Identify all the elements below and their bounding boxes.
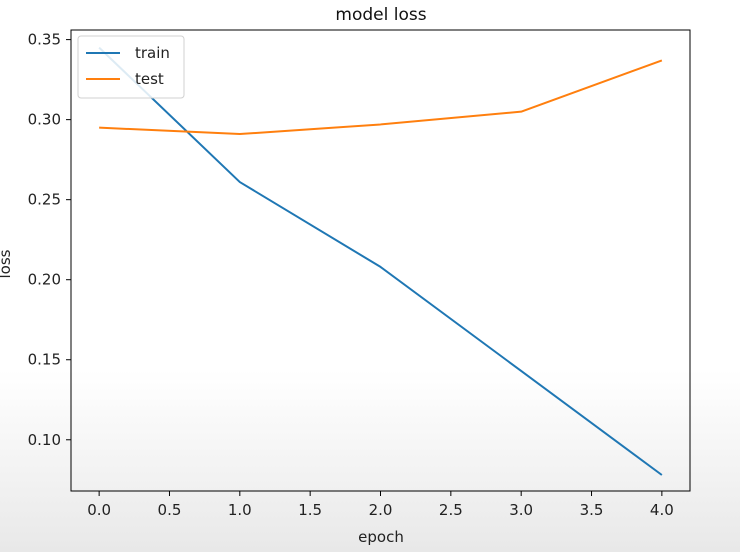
chart-title: model loss xyxy=(335,5,426,25)
x-tick-label: 3.5 xyxy=(580,501,604,519)
series-line-train xyxy=(98,46,663,476)
x-tick-label: 0.0 xyxy=(87,501,111,519)
x-tick-label: 1.0 xyxy=(228,501,252,519)
x-tick-label: 4.0 xyxy=(650,501,674,519)
x-axis-label: epoch xyxy=(358,528,404,546)
series-line-test xyxy=(99,59,663,136)
y-tick-label: 0.25 xyxy=(28,191,61,209)
y-tick-label: 0.35 xyxy=(28,31,61,49)
x-tick-label: 3.0 xyxy=(509,501,533,519)
y-axis-label: loss xyxy=(0,249,14,278)
plot-frame xyxy=(70,29,691,492)
legend-box xyxy=(77,35,185,99)
x-tick-label: 0.5 xyxy=(158,501,182,519)
x-tick-label: 2.5 xyxy=(439,501,463,519)
legend-label-train: train xyxy=(135,44,170,62)
y-tick-label: 0.30 xyxy=(28,111,61,129)
y-tick-label: 0.10 xyxy=(28,431,61,449)
y-tick-label: 0.15 xyxy=(28,351,61,369)
x-tick-label: 1.5 xyxy=(298,501,322,519)
legend-label-test: test xyxy=(135,70,164,88)
x-tick-label: 2.0 xyxy=(369,501,393,519)
y-tick-label: 0.20 xyxy=(28,271,61,289)
